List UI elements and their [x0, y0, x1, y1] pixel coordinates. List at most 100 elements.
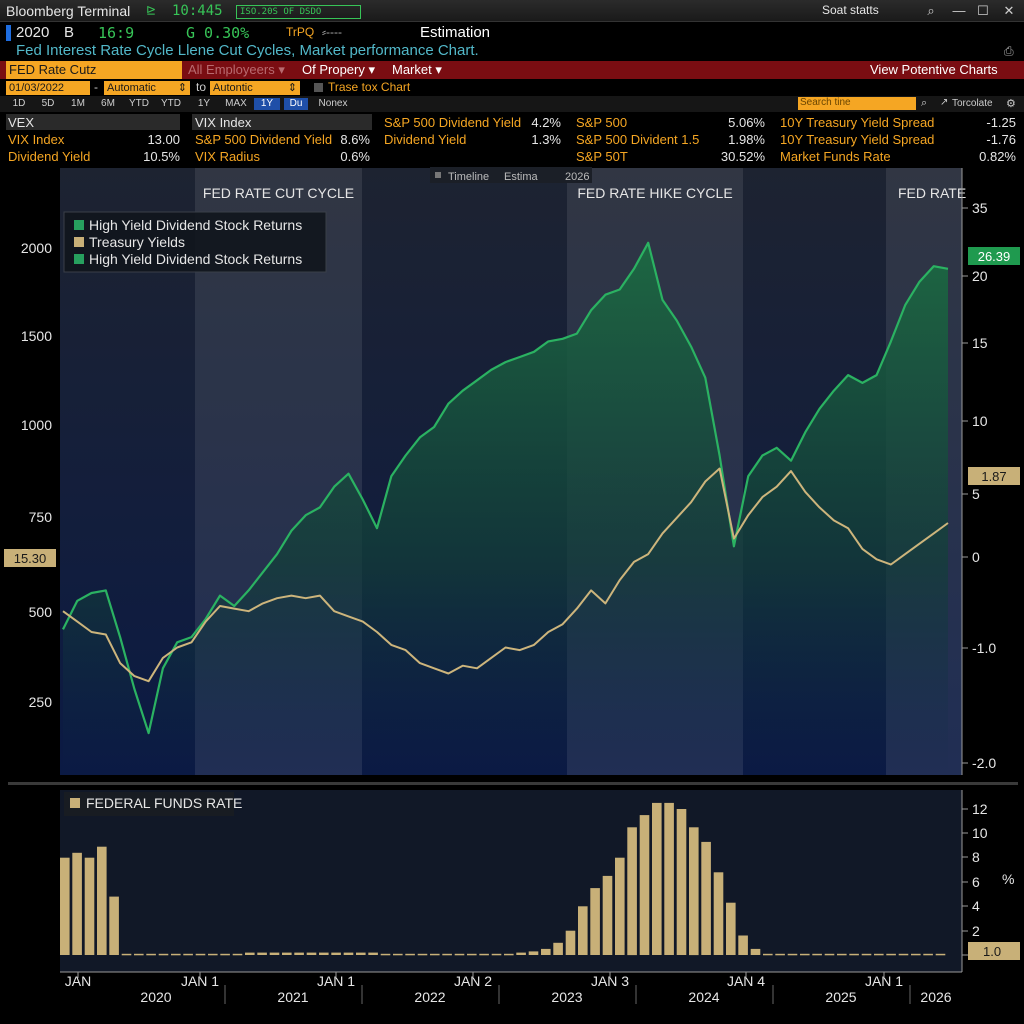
range-button[interactable]: 1Y: [197, 98, 211, 109]
maximize-button[interactable]: ☐: [977, 3, 989, 18]
menu-employees-label: All Employeers: [188, 62, 275, 77]
fed-rate-bar: [553, 942, 563, 955]
stat-value: 5.06%: [728, 115, 765, 130]
fed-rate-bar: [504, 953, 514, 956]
end-mode-select[interactable]: Autontic ⇕: [210, 81, 300, 95]
stat-label: S&P 500 Dividend Yield: [195, 132, 333, 147]
app-title: Bloomberg Terminal: [6, 3, 131, 19]
chart-subtitle-bar: Fed Interest Rate Cycle Llene Cut Cycles…: [0, 42, 1024, 62]
search-field[interactable]: Search tine: [798, 97, 916, 110]
cycle-label: FED RATE: [898, 185, 966, 201]
export-icon[interactable]: ⎙: [1004, 44, 1014, 58]
start-mode-select[interactable]: Automatic ⇕: [104, 81, 190, 95]
legend-label: High Yield Dividend Stock Returns: [89, 251, 302, 267]
start-date-value: 01/03/2022: [9, 82, 65, 94]
y-right-tick: 10: [972, 413, 988, 429]
fed-rate-bar: [430, 953, 440, 956]
fed-rate-bar: [763, 953, 773, 956]
checkbox[interactable]: [314, 83, 323, 92]
x-tick-label: JAN 1: [317, 973, 355, 989]
lower-y-tick: 4: [972, 898, 980, 914]
search-icon[interactable]: ⌕: [927, 3, 935, 18]
stat-value: 8.6%: [340, 132, 370, 147]
y-right-tick: 20: [972, 268, 988, 284]
range-button[interactable]: Nonex: [318, 98, 348, 109]
fed-rate-bar: [171, 953, 181, 956]
range-button[interactable]: YTD: [161, 98, 181, 109]
fed-rate-bar: [923, 953, 933, 956]
fed-rate-bar: [911, 953, 921, 956]
fed-rate-bar: [343, 952, 354, 955]
settings-icon[interactable]: ⚙: [1006, 98, 1016, 110]
view-potentive-charts-link[interactable]: View Potentive Charts: [870, 62, 998, 77]
menu-fed-rate-label: FED Rate Cutz: [9, 62, 97, 77]
range-button[interactable]: 1Y: [254, 98, 280, 110]
legend-swatch: [74, 220, 84, 230]
x-tick-label: JAN 4: [727, 973, 765, 989]
start-date-field[interactable]: 01/03/2022: [6, 81, 90, 95]
lower-y-unit: %: [1002, 871, 1014, 887]
x-year-label: 2026: [920, 989, 951, 1005]
x-year-label: 2025: [825, 989, 856, 1005]
stat-value: 13.00: [147, 132, 180, 147]
start-mode-value: Automatic: [107, 82, 156, 94]
menu-market[interactable]: Market ▾: [392, 62, 442, 77]
fed-rate-bar: [368, 952, 378, 955]
minimize-button[interactable]: —: [952, 3, 966, 18]
fed-rate-bar: [72, 852, 82, 955]
fed-rate-bar: [738, 935, 748, 955]
menu-property[interactable]: Of Propery ▾: [302, 62, 375, 77]
change: G 0.30%: [186, 24, 250, 42]
chart-tab-year: 2026: [565, 171, 589, 183]
range-button[interactable]: 1M: [71, 98, 85, 109]
stat-label: S&P 500: [576, 115, 628, 130]
chart-mode-label: Trase tox Chart: [328, 80, 411, 94]
fed-rate-bar: [775, 953, 785, 956]
stat-value: 4.2%: [531, 115, 561, 130]
lower-plot-area: [60, 790, 962, 972]
right-top-badge: [968, 247, 1020, 265]
fed-rate-bar: [664, 802, 674, 955]
chart-mini-icon: ⊵: [146, 3, 157, 17]
fed-rate-bar: [886, 953, 896, 956]
lower-y-tick: 2: [972, 923, 980, 939]
fed-rate-bar: [84, 857, 95, 955]
fed-rate-bar: [479, 953, 489, 956]
fed-rate-bar: [639, 815, 650, 955]
range-button[interactable]: Du: [284, 98, 308, 110]
price: 16:9: [98, 24, 135, 42]
ticker-strip: ISO.20S OF DSDO: [236, 5, 361, 19]
mode-label: Estimation: [420, 24, 491, 41]
y-left-tick: 500: [29, 604, 53, 620]
fed-rate-bar: [874, 953, 884, 956]
fed-rate-bar: [590, 888, 600, 955]
security-b: B: [64, 24, 75, 41]
close-button[interactable]: ✕: [1003, 3, 1015, 18]
stat-value: 1.98%: [728, 132, 765, 147]
stat-value: 1.3%: [531, 132, 561, 147]
fed-rate-bar: [220, 953, 230, 956]
range-button[interactable]: 5D: [41, 98, 55, 109]
stat-label: Dividend Yield: [8, 149, 91, 164]
fed-rate-bar: [109, 896, 119, 955]
range-button[interactable]: 1D: [12, 98, 26, 109]
menu-employees[interactable]: All Employeers ▾: [188, 62, 285, 77]
lower-y-tick: 10: [972, 825, 988, 841]
menu-fed-rate[interactable]: FED Rate Cutz: [6, 61, 182, 79]
fed-rate-bar: [380, 953, 391, 956]
window-titlebar: Bloomberg Terminal ⊵ 10:445 ISO.20S OF D…: [0, 0, 1024, 22]
tool-label[interactable]: Torcolate: [952, 98, 993, 109]
squiggle-icon: ⸗----: [322, 25, 342, 39]
legend-swatch: [70, 798, 80, 808]
fed-rate-bar: [269, 952, 280, 955]
range-button[interactable]: MAX: [225, 98, 247, 109]
stat-label: VIX Index: [8, 132, 65, 147]
range-button[interactable]: YTD: [129, 98, 149, 109]
search-icon[interactable]: ⌕: [921, 97, 928, 109]
range-button[interactable]: 6M: [101, 98, 115, 109]
y-right-tick: 15: [972, 335, 988, 351]
pane-divider: [8, 782, 1018, 785]
chart-tab-estima: Estima: [504, 171, 539, 183]
fed-rate-bar: [750, 948, 761, 955]
fed-rate-bar: [121, 953, 132, 956]
